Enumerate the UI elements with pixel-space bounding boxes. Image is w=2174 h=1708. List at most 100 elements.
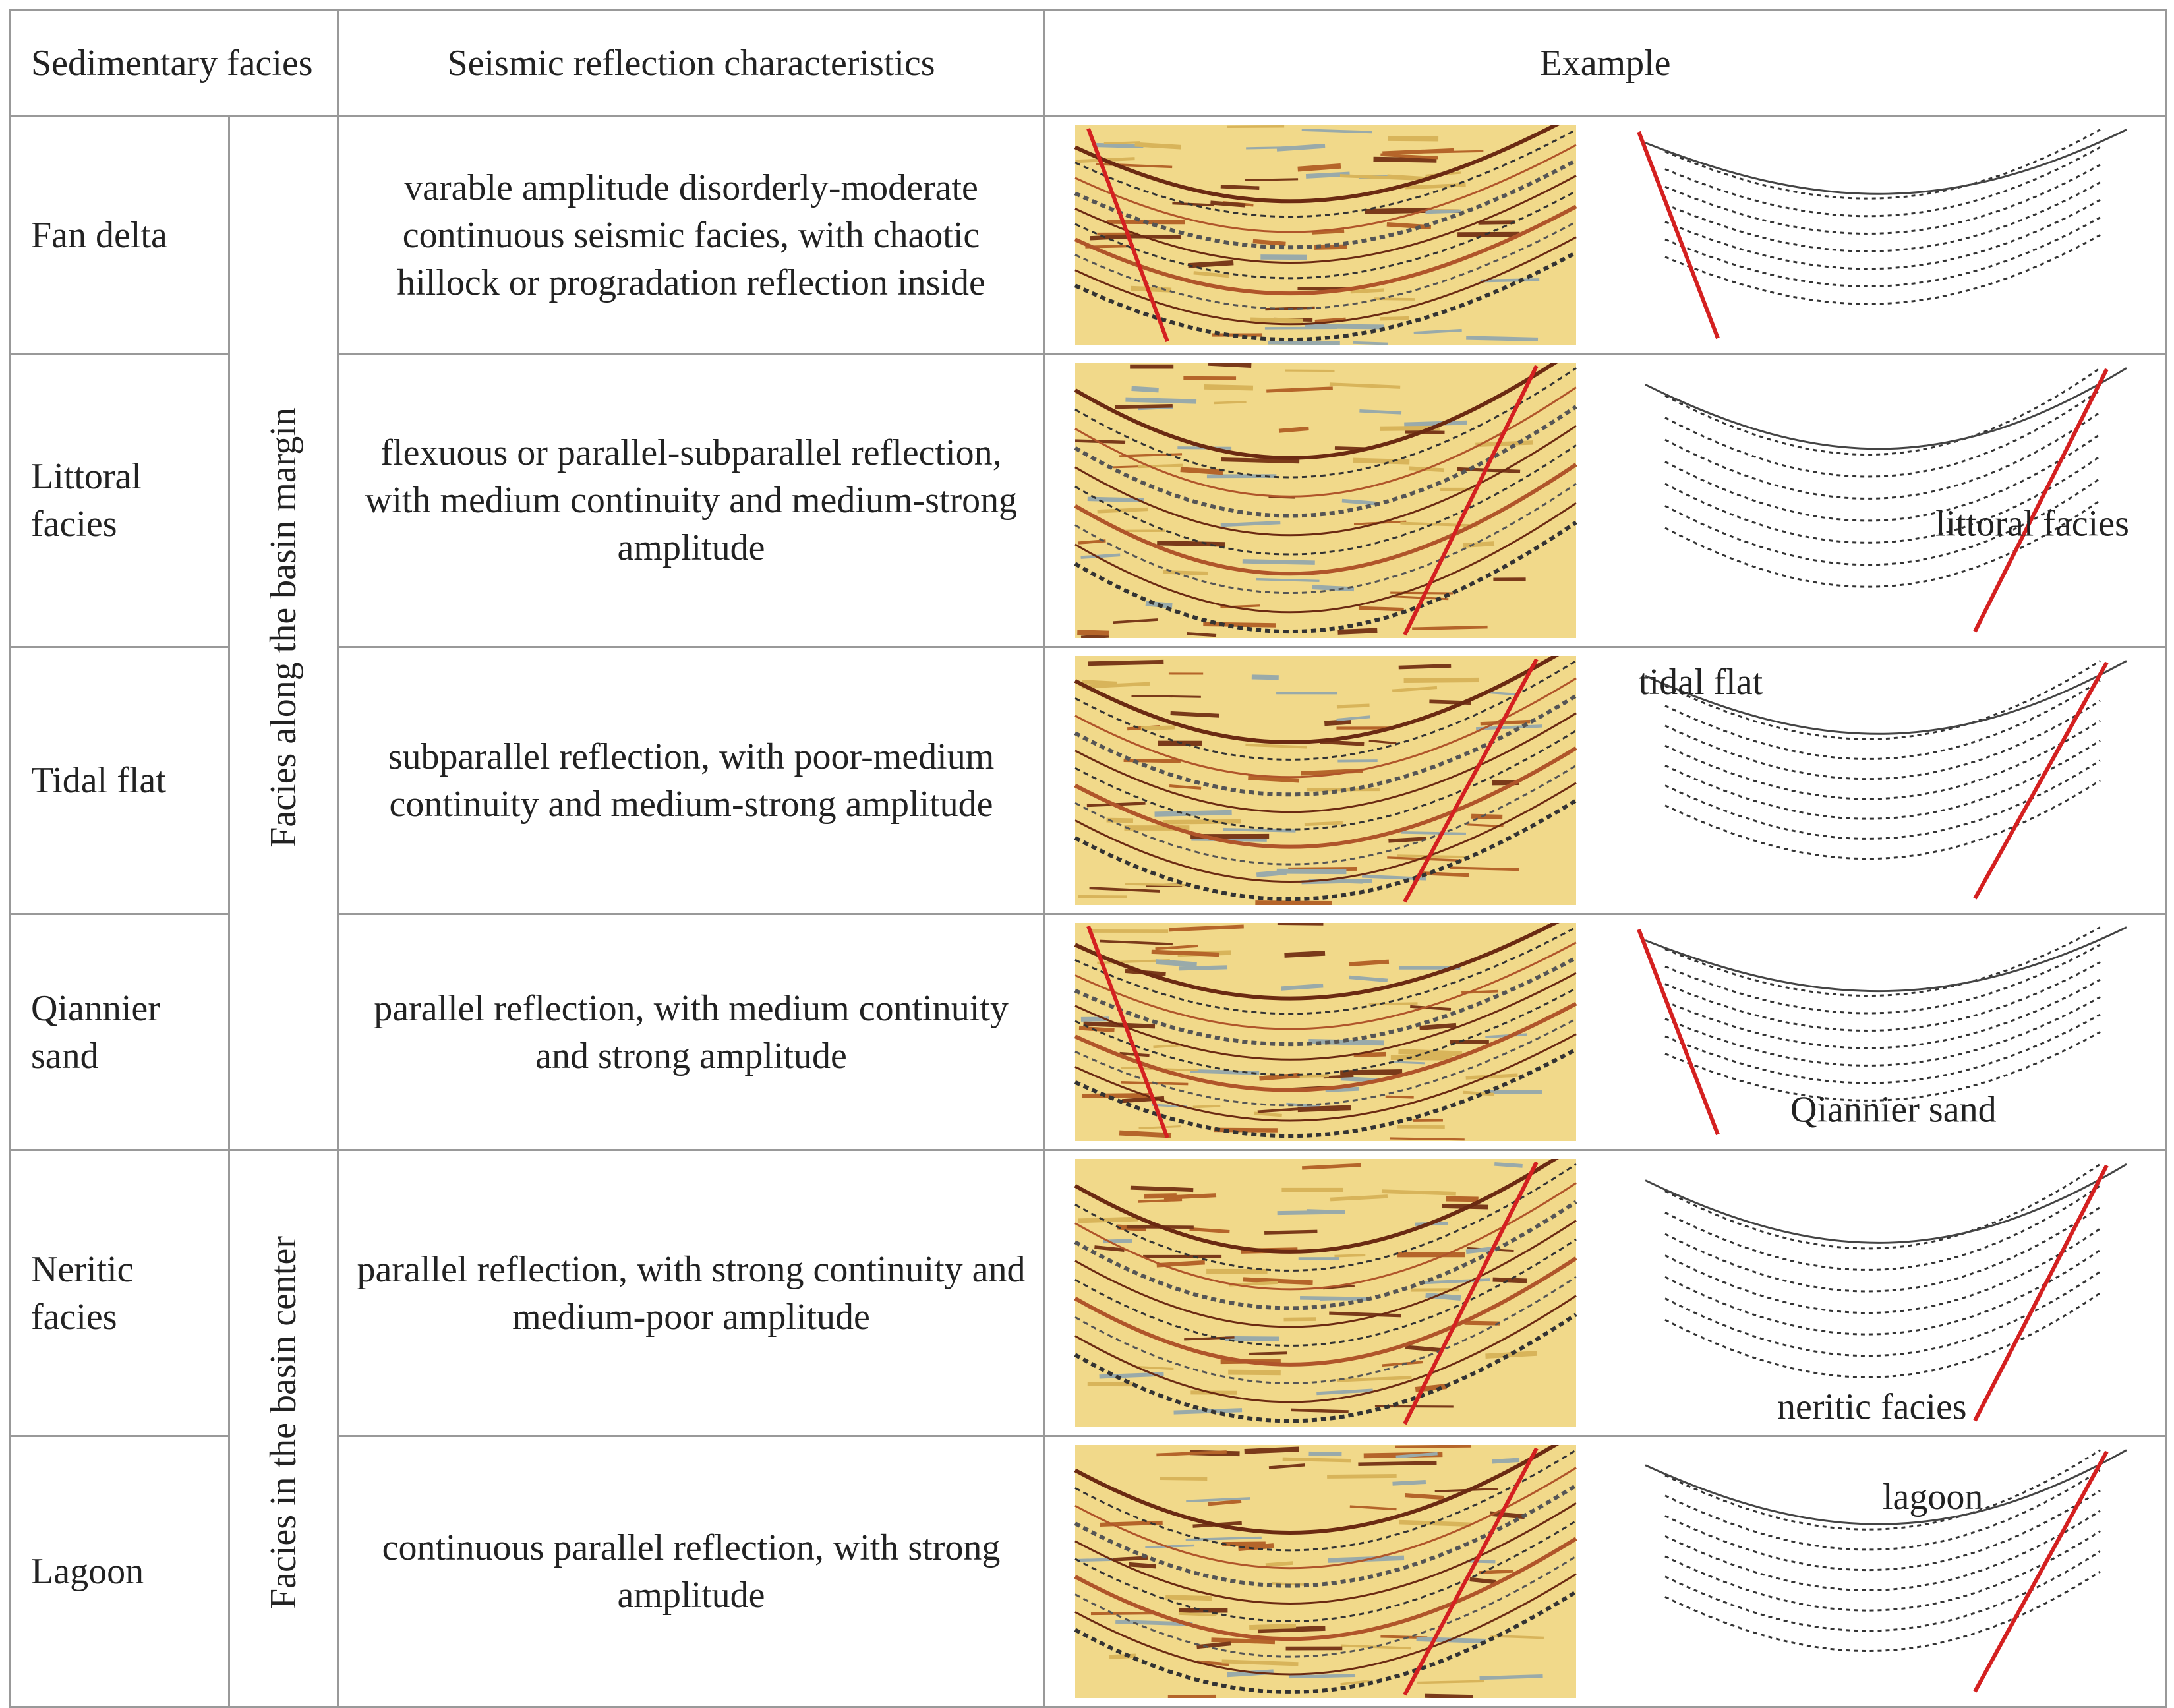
facies-table: Sedimentary facies Seismic reflection ch… (9, 9, 2167, 1708)
example-cell: littoral facies (1045, 354, 2166, 647)
example-figure (1045, 125, 2165, 345)
seismic-noise (1222, 1661, 1299, 1664)
seismic-noise (1132, 388, 1159, 390)
seismic-noise (1470, 1579, 1496, 1582)
seismic-noise (1082, 682, 1117, 684)
seismic-noise (1221, 187, 1260, 188)
seismic-noise (1214, 1130, 1278, 1131)
seismic-noise (1351, 290, 1384, 292)
seismic-noise (1208, 363, 1251, 365)
seismic-noise (1156, 962, 1196, 964)
facies-cell: Littoral facies (11, 354, 229, 647)
seismic-noise (1401, 833, 1466, 834)
header-row: Sedimentary facies Seismic reflection ch… (11, 11, 2166, 117)
sketch-horizon (1665, 1551, 2100, 1631)
characteristics-cell: continuous parallel reflection, with str… (338, 1436, 1045, 1707)
seismic-noise (1245, 179, 1298, 181)
seismic-noise (1395, 1446, 1471, 1447)
seismic-noise (1279, 428, 1308, 431)
group-cell: Facies in the basin center (229, 1150, 338, 1707)
seismic-noise (1481, 722, 1530, 724)
seismic-background (1075, 1159, 1576, 1427)
seismic-noise (1248, 778, 1299, 780)
seismic-noise (1187, 633, 1216, 635)
group-label: Facies along the basin margin (260, 407, 307, 848)
seismic-noise (1494, 1164, 1522, 1166)
sketch-horizon (1665, 368, 2100, 454)
seismic-noise (1466, 338, 1538, 339)
seismic-noise (1305, 823, 1343, 825)
seismic-noise (1255, 903, 1332, 904)
seismic-noise (1337, 630, 1377, 632)
seismic-noise (1250, 320, 1303, 321)
facies-cell: Neritic facies (11, 1150, 229, 1436)
seismic-noise (1129, 1564, 1156, 1566)
sketch-fault (1975, 1165, 2107, 1421)
seismic-noise (1369, 1003, 1418, 1005)
seismic-noise (1349, 962, 1389, 964)
seismic-noise (1471, 816, 1502, 817)
sketch-annotation: littoral facies (1935, 503, 2129, 544)
sketch-horizon (1665, 390, 2100, 477)
seismic-noise (1078, 1219, 1138, 1221)
seismic-noise (1450, 868, 1519, 869)
seismic-noise (1391, 1057, 1452, 1058)
seismic-noise (1359, 411, 1401, 413)
seismic-noise (1091, 1613, 1156, 1614)
sketch-annotation: tidal flat (1639, 662, 1763, 703)
seismic-background (1075, 363, 1576, 638)
seismic-noise (1405, 1495, 1444, 1498)
example-figure: tidal flat (1045, 656, 2165, 905)
seismic-noise (1171, 713, 1219, 716)
seismic-noise (1412, 627, 1487, 629)
sketch-horizon (1665, 130, 2100, 199)
example-cell: neritic facies (1045, 1150, 2166, 1436)
seismic-noise (1155, 812, 1232, 814)
example-cell: tidal flat (1045, 647, 2166, 914)
row: Neritic facies Facies in the basin cente… (11, 1150, 2166, 1436)
seismic-noise (1492, 1460, 1519, 1461)
seismic-noise (1181, 469, 1223, 472)
example-cell (1045, 117, 2166, 354)
sketch-fault (1975, 1452, 2107, 1692)
seismic-noise (1174, 1410, 1243, 1412)
sketch-fault (1975, 663, 2107, 898)
facies-cell: Tidal flat (11, 647, 229, 914)
sketch-boundary (1645, 1164, 2127, 1243)
seismic-noise (1077, 632, 1109, 633)
seismic-noise (1380, 318, 1409, 319)
seismic-noise (1298, 1107, 1351, 1109)
seismic-noise (1113, 1558, 1148, 1560)
seismic-noise (1249, 1353, 1287, 1354)
seismic-noise (1353, 343, 1388, 344)
characteristics-cell: parallel reflection, with strong continu… (338, 1150, 1045, 1436)
seismic-noise (1283, 1459, 1351, 1460)
characteristics-cell: varable amplitude disorderly-moderate co… (338, 117, 1045, 354)
seismic-noise (1264, 1231, 1317, 1233)
seismic-noise (1465, 1323, 1500, 1324)
seismic-noise (1393, 1482, 1426, 1484)
sketch-horizon (1665, 741, 2100, 819)
seismic-noise (1252, 677, 1279, 678)
seismic-noise (1291, 1410, 1349, 1412)
seismic-noise (1152, 952, 1219, 955)
seismic-noise (1382, 1191, 1456, 1194)
sketch-horizon (1665, 928, 2100, 996)
sketch-boundary (1645, 368, 2127, 448)
seismic-noise (1081, 636, 1109, 638)
seismic-noise (1334, 1255, 1365, 1256)
seismic-noise (1104, 142, 1140, 144)
seismic-noise (1193, 1106, 1221, 1107)
characteristics-cell: subparallel reflection, with poor-medium… (338, 647, 1045, 914)
seismic-noise (1277, 871, 1347, 872)
seismic-noise (1163, 572, 1208, 574)
seismic-noise (1463, 544, 1494, 546)
seismic-noise (1098, 509, 1148, 511)
seismic-noise (1204, 387, 1253, 388)
seismic-noise (1125, 884, 1189, 885)
sketch-horizon (1665, 1164, 2100, 1249)
seismic-noise (1417, 1681, 1484, 1682)
seismic-noise (1165, 1597, 1212, 1599)
header-cell: Seismic reflection characteristics (338, 11, 1045, 117)
sketch-annotation: neritic facies (1777, 1386, 1967, 1427)
